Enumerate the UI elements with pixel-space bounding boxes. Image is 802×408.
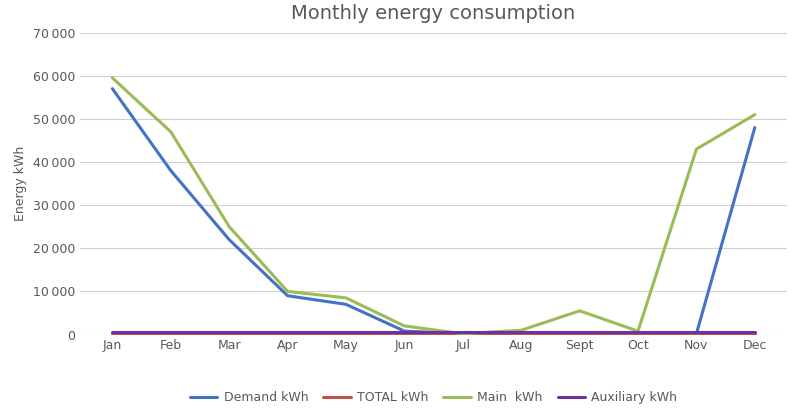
Auxiliary kWh — [224, 329, 233, 334]
Auxiliary kWh — [691, 329, 700, 334]
Demand kWh — [282, 293, 292, 298]
Demand kWh — [107, 86, 117, 91]
Demand kWh — [749, 125, 759, 130]
Auxiliary kWh — [574, 329, 584, 334]
TOTAL kWh — [457, 331, 467, 336]
Demand kWh — [224, 237, 233, 242]
Demand kWh — [457, 331, 467, 336]
TOTAL kWh — [633, 331, 642, 336]
Demand kWh — [574, 331, 584, 336]
TOTAL kWh — [574, 331, 584, 336]
Y-axis label: Energy kWh: Energy kWh — [14, 146, 27, 221]
Demand kWh — [516, 331, 525, 336]
Main  kWh — [399, 324, 409, 328]
Main  kWh — [282, 289, 292, 294]
Auxiliary kWh — [107, 329, 117, 334]
Demand kWh — [399, 329, 409, 334]
Auxiliary kWh — [457, 329, 467, 334]
Main  kWh — [749, 112, 759, 117]
Auxiliary kWh — [516, 329, 525, 334]
Auxiliary kWh — [341, 329, 350, 334]
Auxiliary kWh — [166, 329, 176, 334]
Auxiliary kWh — [749, 329, 759, 334]
Auxiliary kWh — [399, 329, 409, 334]
Demand kWh — [166, 168, 176, 173]
Legend: Demand kWh, TOTAL kWh, Main  kWh, Auxiliary kWh: Demand kWh, TOTAL kWh, Main kWh, Auxilia… — [184, 386, 682, 408]
Auxiliary kWh — [633, 329, 642, 334]
TOTAL kWh — [107, 331, 117, 336]
Main  kWh — [166, 129, 176, 134]
Line: Demand kWh: Demand kWh — [112, 89, 754, 334]
Main  kWh — [691, 146, 700, 151]
TOTAL kWh — [166, 331, 176, 336]
TOTAL kWh — [224, 331, 233, 336]
Main  kWh — [574, 308, 584, 313]
Line: Main  kWh: Main kWh — [112, 78, 754, 334]
Main  kWh — [224, 224, 233, 229]
Main  kWh — [457, 331, 467, 336]
Demand kWh — [691, 331, 700, 336]
Demand kWh — [633, 331, 642, 336]
Title: Monthly energy consumption: Monthly energy consumption — [291, 4, 575, 23]
TOTAL kWh — [282, 331, 292, 336]
TOTAL kWh — [691, 331, 700, 336]
TOTAL kWh — [749, 331, 759, 336]
TOTAL kWh — [399, 331, 409, 336]
Main  kWh — [633, 329, 642, 334]
Demand kWh — [341, 302, 350, 307]
TOTAL kWh — [516, 331, 525, 336]
Main  kWh — [341, 295, 350, 300]
Main  kWh — [107, 75, 117, 80]
Main  kWh — [516, 328, 525, 333]
Auxiliary kWh — [282, 329, 292, 334]
TOTAL kWh — [341, 331, 350, 336]
